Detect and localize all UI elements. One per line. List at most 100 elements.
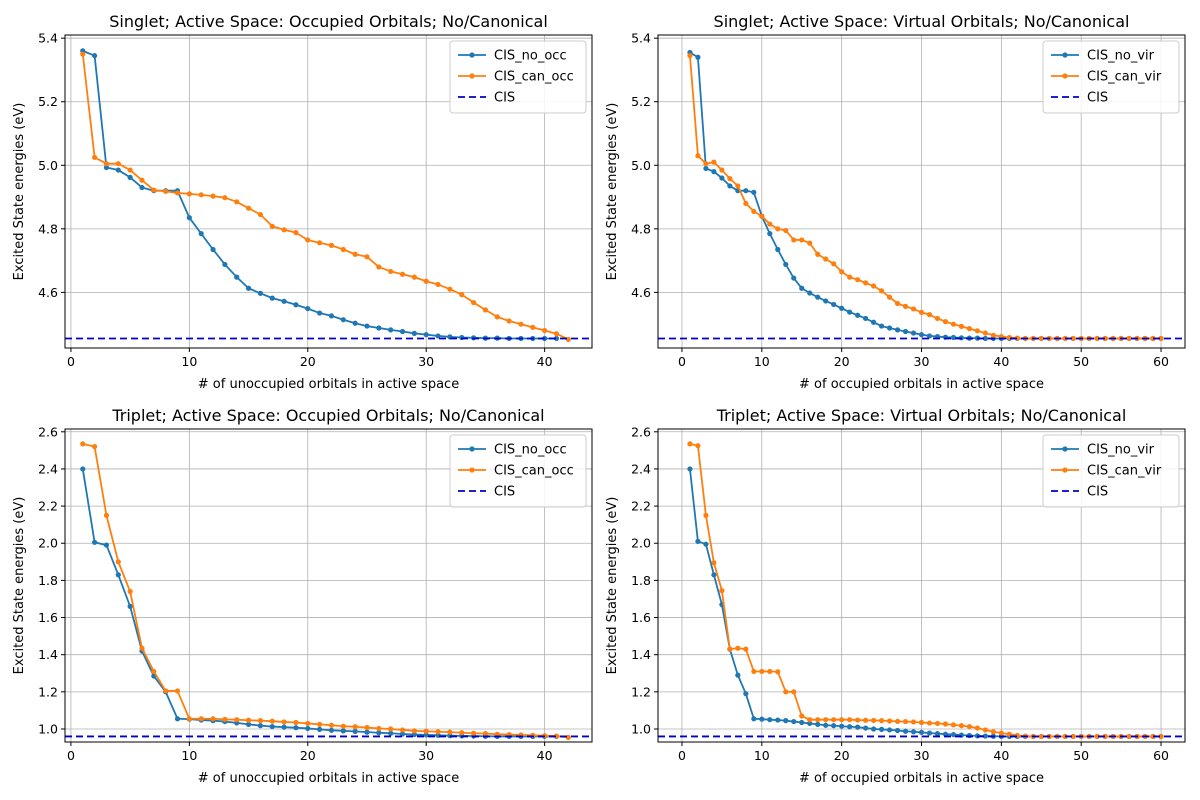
x-tick-label: 10 [754, 354, 770, 369]
data-point-CIS_can_vir [751, 208, 757, 214]
y-tick-label: 5.2 [631, 94, 651, 109]
data-point-CIS_can_occ [459, 292, 465, 298]
x-tick-label: 20 [834, 748, 850, 763]
data-point-CIS_no_occ [388, 327, 394, 333]
data-point-CIS_no_vir [878, 726, 885, 732]
data-point-CIS_can_occ [293, 230, 299, 236]
legend-box [1042, 40, 1180, 114]
data-point-CIS_no_vir [926, 730, 933, 736]
data-point-CIS_can_occ [186, 191, 192, 197]
data-point-CIS_can_vir [902, 718, 909, 725]
data-point-CIS_can_occ [364, 724, 370, 731]
data-point-CIS_can_vir [719, 167, 725, 173]
data-point-CIS_no_occ [364, 729, 370, 735]
x-axis-label: # of unoccupied orbitals in active space [198, 771, 459, 786]
data-point-CIS_can_occ [151, 187, 157, 193]
y-tick-label: 5.0 [631, 158, 651, 173]
data-point-CIS_no_vir [982, 733, 988, 739]
data-point-CIS_can_occ [257, 211, 264, 218]
y-axis-label: Excited State energies (eV) [12, 103, 27, 281]
data-point-CIS_no_vir [886, 325, 893, 331]
data-point-CIS_no_occ [328, 313, 335, 319]
data-point-CIS_can_vir [1126, 733, 1132, 740]
y-tick-label: 4.8 [38, 221, 58, 236]
data-point-CIS_can_occ [139, 645, 145, 651]
data-point-CIS_can_vir [799, 713, 805, 719]
data-point-CIS_no_vir [703, 165, 709, 172]
data-point-CIS_no_vir [711, 169, 717, 175]
data-point-CIS_can_vir [1038, 733, 1044, 740]
data-point-CIS_can_vir [942, 319, 949, 325]
data-point-CIS_can_vir [847, 717, 853, 723]
data-point-CIS_can_occ [115, 559, 121, 565]
data-point-CIS_no_occ [222, 261, 228, 268]
x-tick-label: 0 [67, 354, 75, 369]
legend-marker [1062, 446, 1068, 452]
data-point-CIS_can_occ [317, 240, 323, 246]
data-point-CIS_can_vir [918, 719, 925, 726]
data-point-CIS_can_occ [388, 268, 394, 275]
data-point-CIS_can_occ [352, 251, 358, 257]
data-point-CIS_no_vir [855, 312, 861, 318]
data-point-CIS_can_vir [886, 294, 893, 300]
y-tick-label: 1.8 [631, 573, 651, 588]
legend-box [1042, 434, 1180, 508]
data-point-CIS_no_vir [767, 717, 773, 723]
x-tick-label: 20 [300, 354, 316, 369]
data-point-CIS_can_occ [103, 161, 110, 167]
data-point-CIS_can_vir [1094, 335, 1100, 342]
data-point-CIS_can_occ [506, 318, 512, 324]
data-point-CIS_can_occ [494, 314, 500, 320]
data-point-CIS_can_vir [1014, 335, 1020, 341]
series-line-CIS_no_occ [81, 468, 557, 738]
data-point-CIS_no_vir [735, 672, 741, 678]
data-point-CIS_can_occ [447, 729, 453, 735]
data-point-CIS_can_vir [863, 280, 869, 286]
y-tick-label: 1.2 [38, 684, 58, 699]
data-point-CIS_no_occ [553, 335, 560, 342]
data-point-CIS_can_vir [815, 717, 821, 723]
data-point-CIS_can_vir [831, 717, 837, 723]
axes-frame [64, 428, 593, 743]
data-point-CIS_no_occ [399, 328, 406, 335]
data-point-CIS_no_vir [855, 724, 861, 730]
data-point-CIS_can_vir [791, 237, 797, 243]
legend-box [449, 434, 587, 508]
x-tick-label: 10 [181, 748, 197, 763]
data-point-CIS_can_occ [399, 727, 406, 733]
legend-marker [469, 73, 475, 79]
data-point-CIS_no_vir [894, 327, 901, 333]
data-point-CIS_can_vir [886, 718, 893, 724]
data-point-CIS_can_occ [127, 588, 133, 595]
data-point-CIS_can_vir [703, 512, 709, 518]
data-point-CIS_can_vir [783, 227, 789, 234]
data-point-CIS_no_vir [751, 189, 757, 195]
data-point-CIS_can_occ [80, 441, 86, 447]
data-point-CIS_no_occ [234, 274, 240, 280]
data-point-CIS_no_vir [918, 729, 925, 735]
legend-label: CIS_no_vir [1087, 49, 1155, 64]
data-point-CIS_can_occ [163, 188, 169, 194]
x-tick-label: 40 [537, 354, 553, 369]
data-point-CIS_no_vir [839, 305, 845, 311]
data-point-CIS_can_occ [245, 205, 252, 211]
data-point-CIS_can_vir [687, 53, 693, 59]
chart-title: Singlet; Active Space: Virtual Orbitals;… [714, 12, 1130, 31]
legend-label: CIS [1087, 485, 1108, 500]
data-point-CIS_can_vir [926, 312, 933, 318]
data-point-CIS_no_occ [364, 323, 370, 329]
legend-label: CIS_no_vir [1087, 443, 1155, 458]
data-point-CIS_no_vir [918, 332, 925, 338]
data-point-CIS_no_vir [791, 718, 797, 725]
data-point-CIS_can_vir [974, 725, 980, 731]
data-point-CIS_can_occ [518, 321, 524, 327]
data-point-CIS_can_occ [198, 716, 204, 722]
data-point-CIS_can_occ [352, 724, 358, 730]
data-point-CIS_can_vir [711, 560, 717, 566]
data-point-CIS_can_occ [565, 336, 571, 343]
legend: CIS_no_occ CIS_can_occ CIS [449, 40, 587, 114]
data-point-CIS_can_vir [743, 646, 749, 652]
y-tick-label: 1.2 [631, 684, 651, 699]
data-point-CIS_no_vir [902, 728, 909, 734]
data-point-CIS_no_occ [376, 325, 382, 331]
